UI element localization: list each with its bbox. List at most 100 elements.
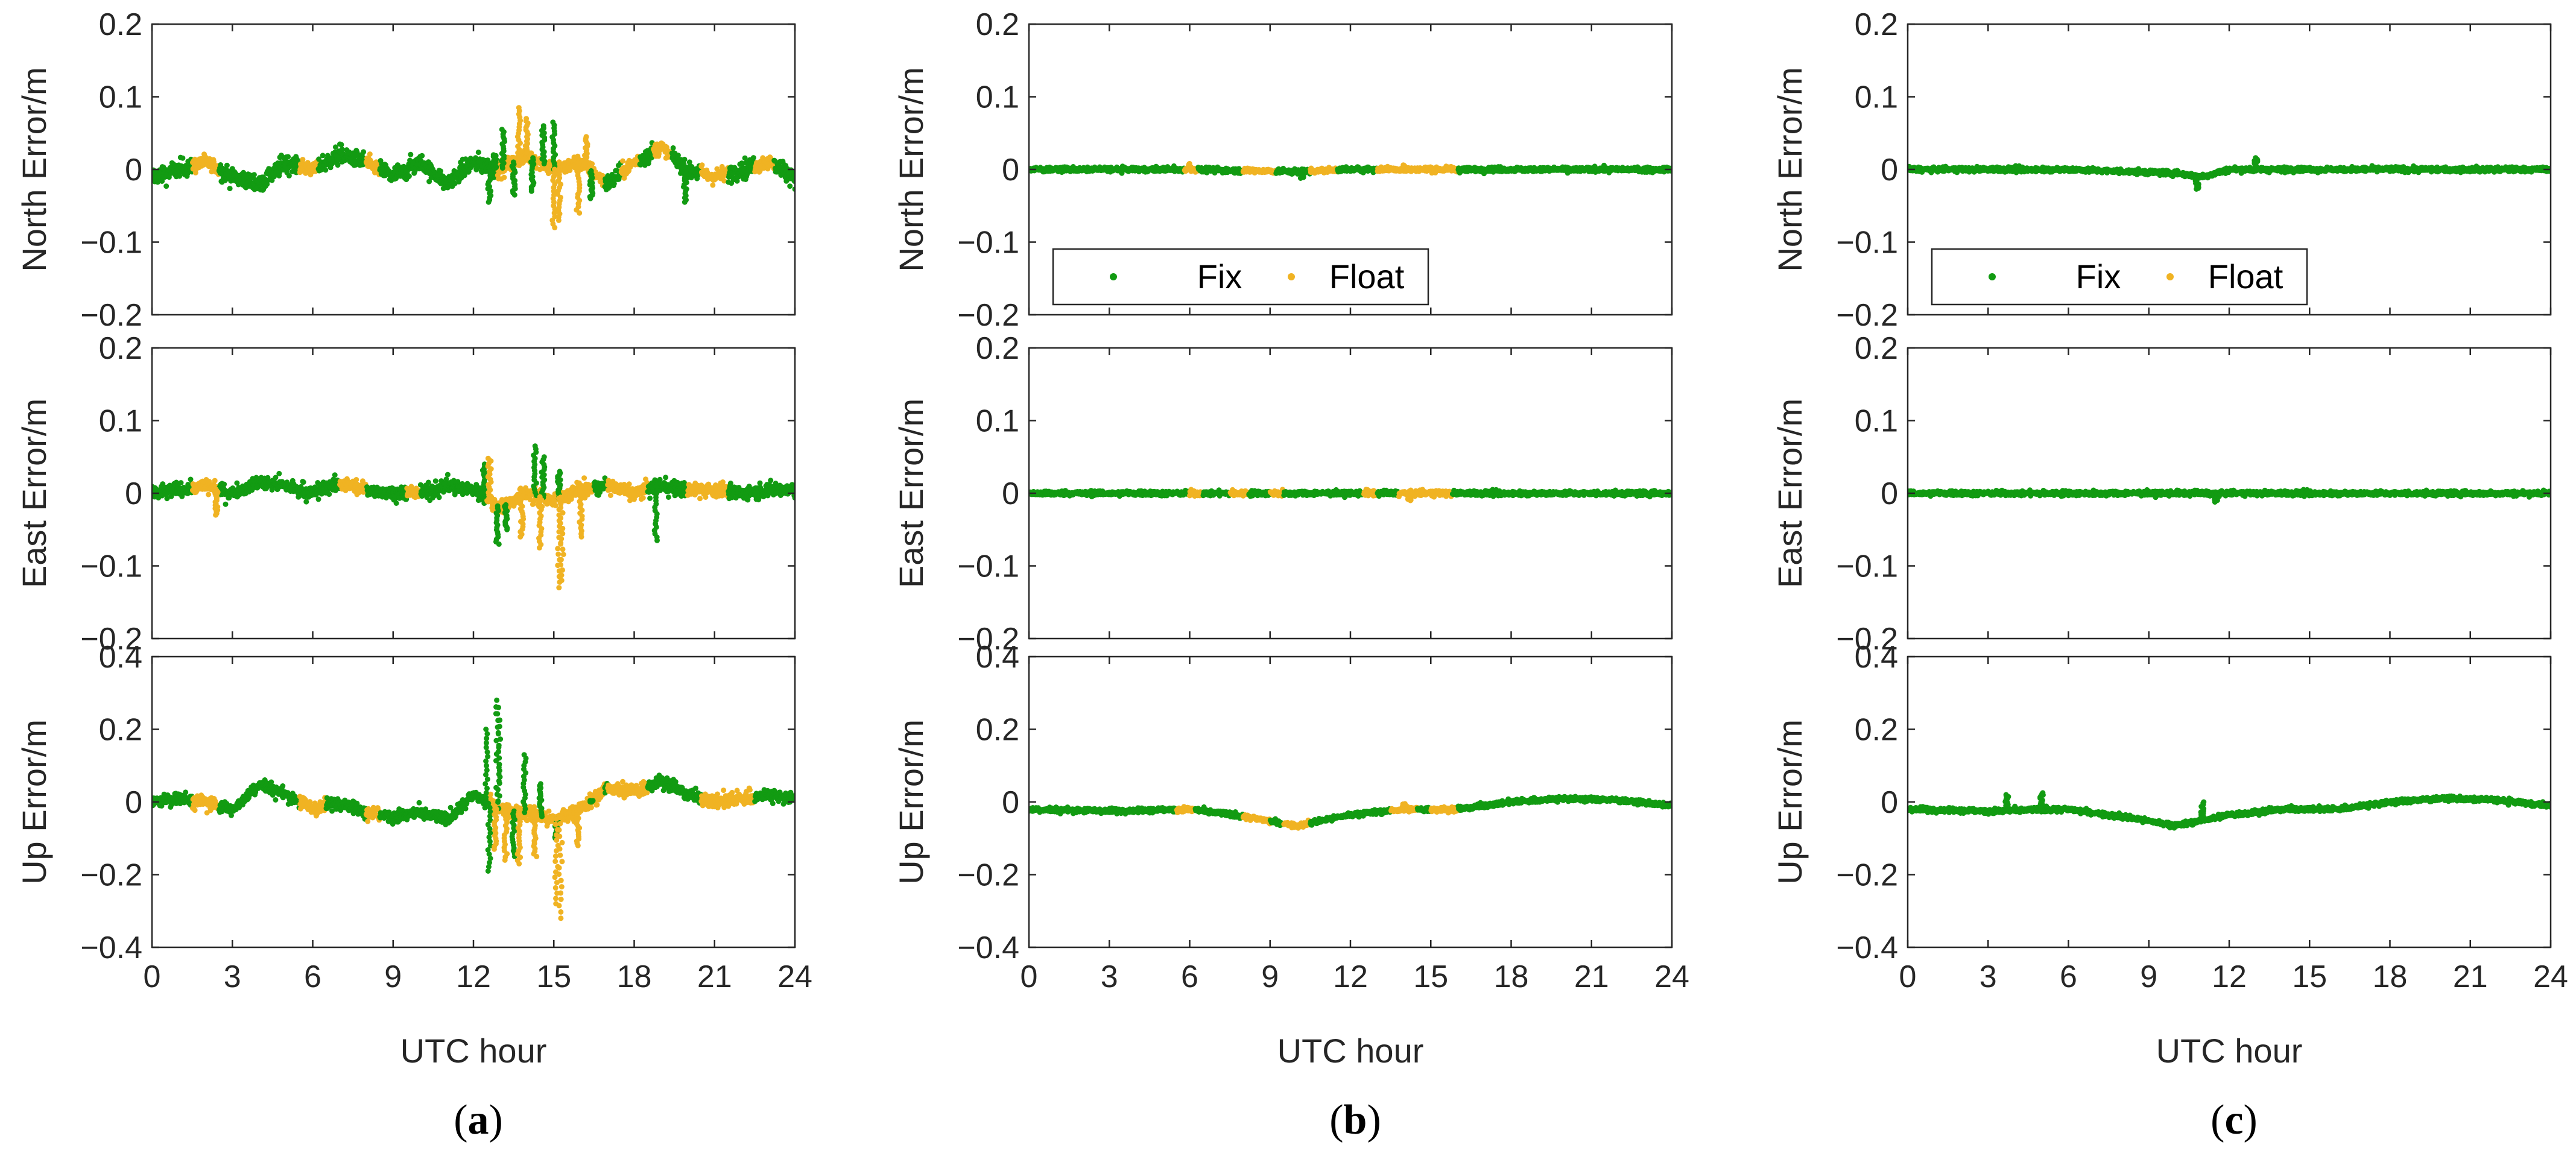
fix-point [269,487,275,493]
float-point [710,182,716,188]
float-spike-point [583,134,589,140]
float-point [697,496,703,502]
fix-point [332,144,338,150]
fix-point [727,481,733,486]
float-spike-point [558,505,564,511]
fix-point [682,156,688,162]
float-spike-point [558,562,564,568]
float-spike-point [555,217,562,223]
fix-spike-point [490,152,496,158]
fix-point [354,800,360,806]
fix-point [178,480,184,486]
fix-point [273,475,279,481]
fix-point [221,481,227,487]
float-point [620,158,625,164]
fix-point [300,479,306,485]
float-point [206,491,212,497]
float-point [699,162,705,168]
float-spike-point [559,578,565,584]
fix-spike-point [532,443,538,449]
fix-point [647,495,653,501]
y-tick-label: 0 [125,153,142,188]
fix-point [663,475,669,481]
fix-point [320,153,326,159]
fix-point [750,155,756,161]
float-point [552,502,559,508]
float-spike-point [560,552,566,557]
fix-point [180,155,186,161]
fix-point [329,808,335,814]
fix-spike-point [587,195,593,201]
fix-point [332,472,338,478]
float-spike-point [555,551,562,557]
y-tick-label: 0.1 [99,80,142,115]
y-axis-label: North Error/m [15,67,53,271]
float-spike-point [516,105,522,111]
fix-point [286,172,292,178]
fix-point [315,496,321,502]
fix-point [273,797,279,803]
fix-point [665,494,671,500]
float-spike-point [213,512,219,518]
fix-point [251,172,257,178]
float-point [353,477,359,482]
float-point [640,495,646,501]
fix-spike-point [511,192,517,198]
float-point [307,799,313,805]
fix-point [188,476,194,482]
y-tick-label: 0.2 [99,331,142,366]
float-spike-point [578,534,584,540]
fix-spike-point [540,123,546,129]
float-spike-point [560,546,566,552]
float-point [300,157,306,163]
float-point [581,475,587,481]
fix-point [436,494,442,500]
float-spike-point [559,572,565,578]
fix-point [734,178,740,184]
float-point [626,481,632,487]
float-point [589,161,595,167]
fix-point [164,496,170,502]
float-spike-point [560,531,566,537]
float-spike-point [558,557,564,563]
fix-point [285,154,291,160]
fix-point [163,183,169,189]
fix-point [791,178,795,185]
float-point [706,481,712,487]
fix-point [177,173,183,179]
fix-point [408,151,414,157]
fix-spike-point [557,469,563,475]
fix-point [361,149,367,155]
fix-point [312,484,318,490]
fix-spike-point [528,188,534,194]
float-spike-point [557,520,563,526]
float-spike-point [556,585,562,591]
fix-point [742,155,748,161]
fix-point [657,476,663,482]
axes-a-up: 0.40.20−0.2−0.4Up Error/m [15,640,796,965]
panel-a: 0.2 0.1 0 −0.1 −0.2 North Error/m 0.20.10−0.1−… [15,7,812,1143]
fix-point [406,173,412,179]
float-point [192,807,198,813]
y-tick-label: −0.2 [80,298,142,333]
fix-point [338,142,344,148]
fix-point [235,182,241,188]
fix-point [268,779,274,785]
fix-point [323,167,329,173]
fix-point [227,186,233,192]
y-tick-label: −0.1 [80,549,142,584]
fix-point [757,480,763,486]
fix-point [432,478,438,484]
fix-point [423,806,429,812]
float-spike-point [555,546,561,552]
fix-point [159,178,165,184]
y-tick-label: 0.2 [99,7,142,42]
float-spike-point [552,224,558,230]
fix-point [419,153,425,159]
fix-point [416,800,422,806]
float-spike-point [558,515,564,521]
fix-point [234,480,240,486]
